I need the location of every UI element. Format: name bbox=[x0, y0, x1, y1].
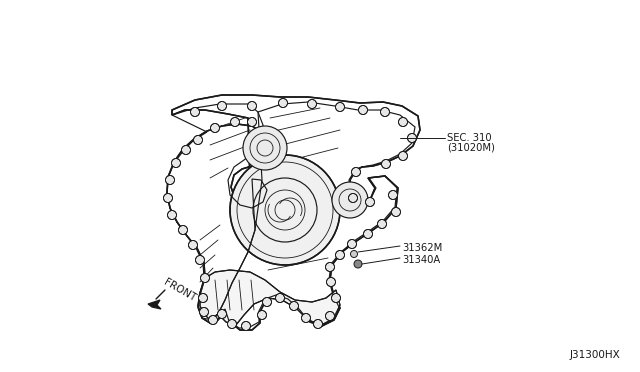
Circle shape bbox=[364, 230, 372, 238]
Circle shape bbox=[218, 310, 227, 318]
Circle shape bbox=[378, 219, 387, 228]
Circle shape bbox=[275, 294, 285, 302]
Circle shape bbox=[200, 308, 209, 317]
Circle shape bbox=[189, 241, 198, 250]
Circle shape bbox=[248, 118, 257, 126]
Circle shape bbox=[166, 176, 175, 185]
Circle shape bbox=[332, 182, 368, 218]
Circle shape bbox=[392, 208, 401, 217]
Circle shape bbox=[193, 135, 202, 144]
Polygon shape bbox=[200, 270, 340, 325]
Circle shape bbox=[168, 211, 177, 219]
Circle shape bbox=[399, 151, 408, 160]
Circle shape bbox=[241, 321, 250, 330]
Circle shape bbox=[351, 250, 358, 257]
Circle shape bbox=[289, 301, 298, 311]
Text: (31020M): (31020M) bbox=[447, 143, 495, 153]
Circle shape bbox=[408, 134, 417, 142]
Circle shape bbox=[307, 99, 317, 109]
Circle shape bbox=[218, 102, 227, 110]
Circle shape bbox=[198, 294, 207, 302]
Text: FRONT: FRONT bbox=[162, 277, 198, 303]
Circle shape bbox=[262, 298, 271, 307]
Circle shape bbox=[227, 320, 237, 328]
Circle shape bbox=[354, 260, 362, 268]
Circle shape bbox=[278, 99, 287, 108]
Text: J31300HX: J31300HX bbox=[569, 350, 620, 360]
Circle shape bbox=[335, 103, 344, 112]
Circle shape bbox=[349, 193, 358, 202]
Circle shape bbox=[365, 198, 374, 206]
Circle shape bbox=[381, 108, 390, 116]
Circle shape bbox=[211, 124, 220, 132]
Circle shape bbox=[230, 155, 340, 265]
Polygon shape bbox=[167, 95, 420, 330]
Text: SEC. 310: SEC. 310 bbox=[447, 133, 492, 143]
Circle shape bbox=[179, 225, 188, 234]
Circle shape bbox=[348, 240, 356, 248]
Circle shape bbox=[230, 118, 239, 126]
Circle shape bbox=[209, 315, 218, 324]
Circle shape bbox=[351, 167, 360, 176]
Circle shape bbox=[326, 263, 335, 272]
Circle shape bbox=[191, 108, 200, 116]
Circle shape bbox=[301, 314, 310, 323]
Circle shape bbox=[326, 311, 335, 321]
Circle shape bbox=[332, 294, 340, 302]
Circle shape bbox=[257, 311, 266, 320]
Circle shape bbox=[388, 190, 397, 199]
Circle shape bbox=[172, 158, 180, 167]
Circle shape bbox=[243, 126, 287, 170]
Circle shape bbox=[195, 256, 205, 264]
Circle shape bbox=[248, 102, 257, 110]
Circle shape bbox=[358, 106, 367, 115]
Circle shape bbox=[335, 250, 344, 260]
Circle shape bbox=[182, 145, 191, 154]
Circle shape bbox=[326, 278, 335, 286]
Circle shape bbox=[314, 320, 323, 328]
Text: 31362M: 31362M bbox=[402, 243, 442, 253]
Circle shape bbox=[200, 273, 209, 282]
Text: 31340A: 31340A bbox=[402, 255, 440, 265]
Circle shape bbox=[381, 160, 390, 169]
Polygon shape bbox=[148, 300, 161, 309]
Circle shape bbox=[163, 193, 173, 202]
Circle shape bbox=[399, 118, 408, 126]
